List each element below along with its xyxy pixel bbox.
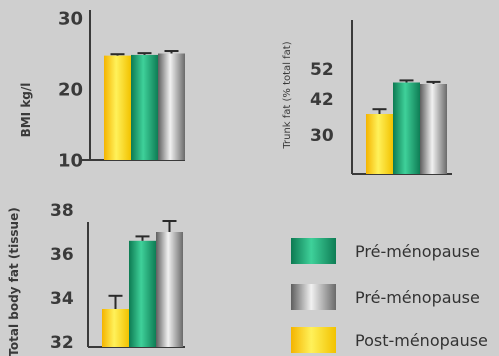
chart-1: 30 20 10 BMI kg/l — [19, 8, 185, 171]
y-tick-label: 10 — [58, 150, 83, 171]
bar — [129, 240, 156, 347]
y-tick-label: 34 — [50, 289, 74, 309]
legend-swatch — [291, 284, 336, 310]
y-tick-label: 36 — [50, 245, 74, 265]
bar — [366, 114, 393, 174]
legend-item: Pré-ménopause — [291, 238, 480, 264]
bar — [102, 309, 129, 347]
bar — [393, 82, 420, 174]
chart-2: 52 42 30 Trunk fat (% total fat) — [282, 20, 452, 175]
legend: Pré-ménopause Pré-ménopause Post-ménopause — [291, 238, 488, 353]
y-axis-title: Trunk fat (% total fat) — [282, 41, 293, 149]
y-tick-label: 20 — [58, 79, 83, 100]
y-axis-title: BMI kg/l — [19, 83, 33, 138]
legend-item: Pré-ménopause — [291, 284, 480, 310]
charts: 30 20 10 BMI kg/l 52 42 30 Trunk fat (% total f… — [7, 8, 452, 356]
y-axis-title: Total body fat (tissue) — [7, 207, 21, 356]
chart-3: 38 36 34 32 Total body fat (tissue) — [7, 201, 185, 356]
legend-label: Pré-ménopause — [355, 242, 480, 261]
y-tick-label: 30 — [310, 126, 334, 146]
bar — [158, 53, 185, 160]
bar — [104, 55, 131, 160]
y-tick-label: 32 — [50, 333, 74, 353]
y-tick-label: 42 — [310, 90, 334, 110]
bar — [156, 232, 183, 347]
y-tick-label: 38 — [50, 201, 74, 221]
legend-swatch — [291, 327, 336, 353]
y-tick-label: 30 — [58, 8, 83, 29]
legend-item: Post-ménopause — [291, 327, 488, 353]
bar — [131, 54, 158, 160]
legend-label: Pré-ménopause — [355, 288, 480, 307]
bar — [420, 84, 447, 174]
y-tick-label: 52 — [310, 60, 334, 80]
legend-label: Post-ménopause — [355, 331, 488, 350]
legend-swatch — [291, 238, 336, 264]
